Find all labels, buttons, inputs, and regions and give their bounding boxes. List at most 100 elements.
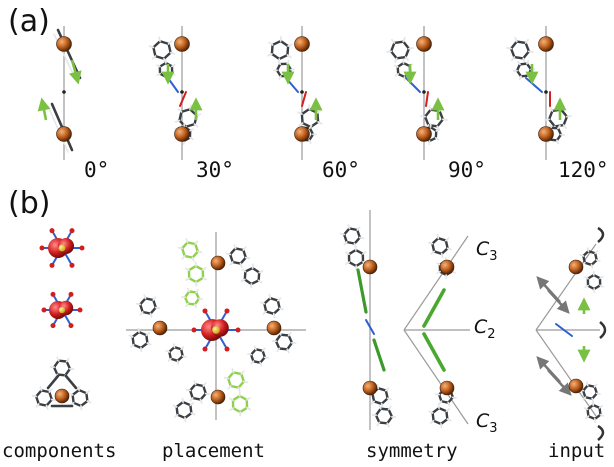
bond — [194, 240, 199, 245]
bond — [158, 40, 170, 46]
bond — [386, 422, 390, 428]
bond — [394, 73, 400, 77]
bond — [439, 417, 449, 426]
bond — [239, 256, 248, 265]
bond — [269, 296, 280, 302]
bond — [234, 247, 245, 252]
bond — [244, 266, 254, 273]
bond — [50, 398, 57, 402]
bond — [590, 263, 594, 269]
bond — [56, 356, 60, 362]
metal-atom — [538, 36, 554, 52]
bond — [242, 248, 248, 259]
bond — [301, 121, 312, 129]
bond — [71, 393, 75, 405]
bond — [260, 301, 266, 305]
bond — [599, 284, 604, 288]
sulfur-atom — [58, 244, 66, 252]
bond — [231, 368, 235, 374]
bond — [184, 267, 190, 272]
bond — [438, 109, 445, 121]
bond — [65, 357, 70, 363]
sulfur-atom — [58, 306, 66, 314]
bond — [189, 128, 194, 132]
bond — [47, 105, 69, 153]
angle-label-120: 120° — [558, 158, 609, 182]
bond — [440, 252, 444, 259]
bond — [425, 91, 429, 107]
bond — [287, 43, 293, 48]
bond — [31, 394, 38, 398]
bond — [342, 227, 351, 236]
frame-30 — [148, 26, 203, 160]
bond — [45, 404, 49, 410]
green-arrow — [37, 97, 51, 121]
bond — [524, 38, 530, 44]
rotation-arrow-top — [597, 226, 605, 243]
bond — [189, 402, 195, 407]
bond — [229, 407, 235, 411]
bond — [583, 407, 589, 411]
metal-atom — [174, 36, 190, 52]
bond — [39, 386, 43, 392]
symmetry-axis-c3-bottom — [403, 329, 469, 425]
bond — [389, 41, 396, 53]
bond — [434, 137, 440, 141]
bond — [526, 59, 530, 65]
bond — [85, 391, 89, 403]
metal-atom — [152, 320, 168, 336]
bond — [435, 393, 441, 396]
bond — [267, 52, 273, 57]
bond — [188, 383, 197, 392]
placement-group — [126, 232, 306, 423]
bond — [548, 106, 554, 112]
frame-120 — [506, 26, 572, 160]
bond — [437, 406, 448, 413]
bond — [187, 276, 198, 284]
bond — [438, 400, 443, 405]
bond — [242, 380, 249, 384]
bond — [271, 39, 282, 47]
bond — [151, 55, 157, 60]
bond — [279, 333, 290, 337]
oxygen-atom — [77, 307, 83, 313]
symmetry-axis-c3-top — [403, 235, 469, 331]
bond — [522, 57, 526, 64]
bond — [194, 276, 205, 284]
bond — [445, 408, 451, 413]
bond — [261, 349, 267, 359]
bond — [354, 248, 365, 256]
bond — [376, 383, 380, 390]
frame-0 — [37, 26, 82, 160]
bond — [238, 406, 249, 414]
bond — [518, 75, 522, 81]
bond — [52, 359, 60, 369]
bond — [437, 236, 448, 242]
bond — [445, 409, 449, 421]
bond — [301, 91, 307, 107]
bond — [181, 255, 186, 260]
bond — [243, 270, 247, 281]
bond — [593, 383, 598, 388]
bond — [376, 421, 381, 427]
bond — [276, 297, 282, 302]
bond — [37, 402, 48, 407]
bond — [85, 390, 91, 395]
bond — [52, 366, 59, 376]
bond — [444, 237, 450, 242]
bond — [348, 227, 359, 232]
bond — [177, 108, 183, 113]
components-group — [31, 228, 92, 411]
bond — [202, 384, 208, 395]
bond — [446, 247, 452, 251]
bond — [300, 112, 304, 125]
bond — [356, 228, 362, 239]
bond — [35, 403, 40, 408]
bond — [286, 341, 294, 351]
bond — [356, 268, 368, 314]
oxygen-atom — [50, 291, 56, 297]
bond — [246, 406, 252, 411]
metal-atom — [416, 126, 432, 142]
bond — [377, 386, 388, 392]
bond — [194, 291, 201, 300]
